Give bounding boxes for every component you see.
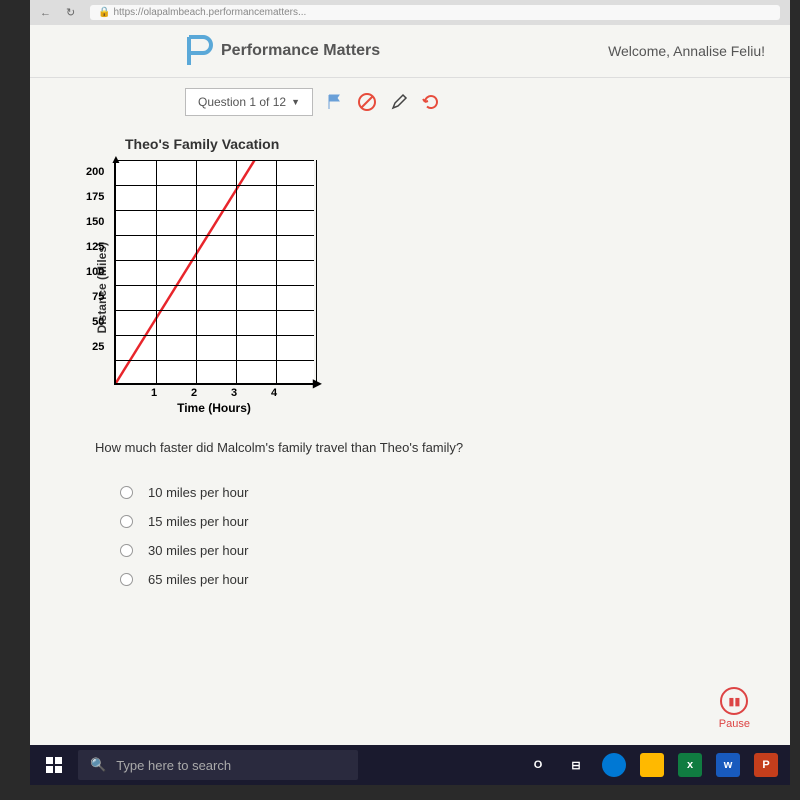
question-toolbar: Question 1 of 12 ▼ xyxy=(30,78,790,126)
y-tick: 100 xyxy=(86,260,104,285)
data-line xyxy=(116,160,314,383)
brand-text: Performance Matters xyxy=(221,42,380,60)
lock-icon: 🔒 xyxy=(98,7,110,18)
chevron-down-icon: ▼ xyxy=(291,97,300,107)
y-tick: 200 xyxy=(86,160,104,185)
chart-title: Theo's Family Vacation xyxy=(95,136,790,152)
grid-line-h xyxy=(116,310,314,311)
option-label: 30 miles per hour xyxy=(148,543,248,558)
grid-line-v xyxy=(276,160,277,383)
logo-icon xyxy=(185,35,213,67)
chart-inner: 200175150125100755025 ▲ ▶ 1234 Time (Hou… xyxy=(114,160,314,415)
y-tick: 125 xyxy=(86,235,104,260)
brand-wrap: Performance Matters xyxy=(185,35,380,67)
grid-line-h xyxy=(116,360,314,361)
answer-options: 10 miles per hour 15 miles per hour 30 mil… xyxy=(95,485,790,587)
grid-line-h xyxy=(116,235,314,236)
answer-option[interactable]: 30 miles per hour xyxy=(120,543,790,558)
y-tick: 150 xyxy=(86,210,104,235)
question-text: How much faster did Malcolm's family tra… xyxy=(95,440,790,455)
option-label: 15 miles per hour xyxy=(148,514,248,529)
question-content: Theo's Family Vacation Distance (Miles) … xyxy=(30,126,790,587)
answer-option[interactable]: 15 miles per hour xyxy=(120,514,790,529)
grid-line-v xyxy=(236,160,237,383)
taskbar-app[interactable]: P xyxy=(750,749,782,781)
taskbar-apps: O ⊟ xwP xyxy=(522,749,782,781)
grid-line-h xyxy=(116,185,314,186)
chart: Distance (Miles) 200175150125100755025 ▲… xyxy=(95,160,790,415)
grid-line-v xyxy=(316,160,317,383)
url-text: https://olapalmbeach.performancematters.… xyxy=(113,7,306,18)
grid-line-v xyxy=(196,160,197,383)
grid-line-h xyxy=(116,260,314,261)
grid-line-h xyxy=(116,210,314,211)
taskbar-app[interactable]: ⊟ xyxy=(560,749,592,781)
taskbar-app[interactable] xyxy=(598,749,630,781)
flag-icon[interactable] xyxy=(325,92,345,112)
app-icon xyxy=(602,753,626,777)
search-icon: 🔍 xyxy=(90,757,106,773)
app-window: ← ↻ 🔒 https://olapalmbeach.performancema… xyxy=(30,0,790,745)
option-label: 10 miles per hour xyxy=(148,485,248,500)
start-button[interactable] xyxy=(38,749,70,781)
pause-button[interactable]: ▮▮ Pause xyxy=(719,687,750,730)
app-icon xyxy=(640,753,664,777)
question-label: Question 1 of 12 xyxy=(198,95,286,109)
y-tick: 175 xyxy=(86,185,104,210)
answer-option[interactable]: 65 miles per hour xyxy=(120,572,790,587)
app-icon: x xyxy=(678,753,702,777)
y-tick-labels: 200175150125100755025 xyxy=(86,160,104,360)
x-tick: 3 xyxy=(214,387,254,399)
x-tick-labels: 1234 xyxy=(114,387,314,399)
taskbar-app[interactable]: w xyxy=(712,749,744,781)
grid-line-h xyxy=(116,160,314,161)
pencil-icon[interactable] xyxy=(389,92,409,112)
taskbar-search[interactable]: 🔍 Type here to search xyxy=(78,750,358,780)
x-tick: 4 xyxy=(254,387,294,399)
radio-icon xyxy=(120,486,133,499)
x-axis-label: Time (Hours) xyxy=(114,401,314,415)
refresh-browser-icon[interactable]: ↻ xyxy=(66,6,75,19)
windows-taskbar: 🔍 Type here to search O ⊟ xwP xyxy=(30,745,790,785)
x-arrow-icon: ▶ xyxy=(313,376,322,390)
grid-line-h xyxy=(116,285,314,286)
search-placeholder: Type here to search xyxy=(116,758,231,773)
y-tick: 25 xyxy=(92,335,104,360)
prohibit-icon[interactable] xyxy=(357,92,377,112)
x-tick: 2 xyxy=(174,387,214,399)
grid-line-h xyxy=(116,335,314,336)
app-icon: w xyxy=(716,753,740,777)
app-icon: O xyxy=(526,753,550,777)
app-icon: ⊟ xyxy=(564,753,588,777)
taskbar-app[interactable] xyxy=(636,749,668,781)
browser-chrome: ← ↻ 🔒 https://olapalmbeach.performancema… xyxy=(30,0,790,25)
url-bar[interactable]: 🔒 https://olapalmbeach.performancematter… xyxy=(90,5,780,20)
taskbar-app[interactable]: O xyxy=(522,749,554,781)
option-label: 65 miles per hour xyxy=(148,572,248,587)
back-icon[interactable]: ← xyxy=(40,7,51,19)
welcome-text: Welcome, Annalise Feliu! xyxy=(608,43,765,59)
grid-line-v xyxy=(156,160,157,383)
y-tick: 75 xyxy=(92,285,104,310)
y-tick: 50 xyxy=(92,310,104,335)
radio-icon xyxy=(120,544,133,557)
app-icon: P xyxy=(754,753,778,777)
radio-icon xyxy=(120,515,133,528)
refresh-icon[interactable] xyxy=(421,92,441,112)
pause-label: Pause xyxy=(719,718,750,730)
radio-icon xyxy=(120,573,133,586)
taskbar-app[interactable]: x xyxy=(674,749,706,781)
pause-icon: ▮▮ xyxy=(720,687,748,715)
plot-area: ▲ ▶ xyxy=(114,160,314,385)
question-selector[interactable]: Question 1 of 12 ▼ xyxy=(185,88,313,116)
x-tick: 1 xyxy=(134,387,174,399)
app-header: Performance Matters Welcome, Annalise Fe… xyxy=(30,25,790,78)
answer-option[interactable]: 10 miles per hour xyxy=(120,485,790,500)
